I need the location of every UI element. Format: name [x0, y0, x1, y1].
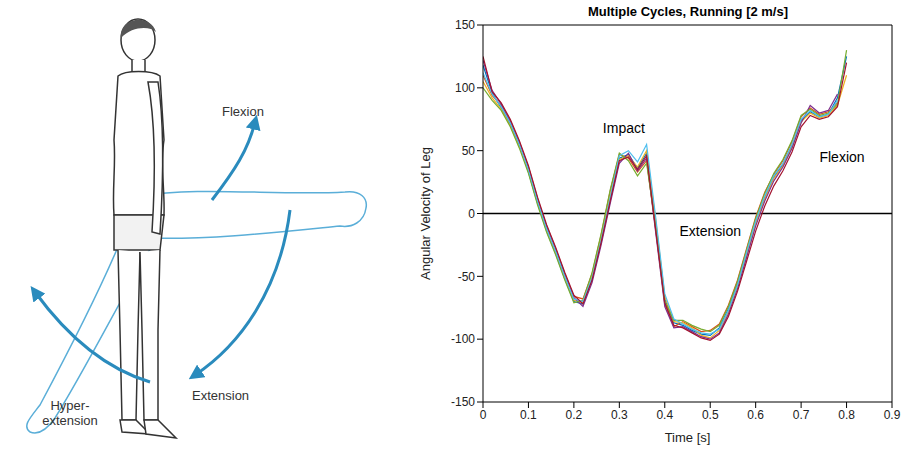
svg-text:0: 0: [480, 408, 487, 422]
svg-text:0.6: 0.6: [747, 408, 764, 422]
svg-text:0.4: 0.4: [656, 408, 673, 422]
svg-text:0.1: 0.1: [520, 408, 537, 422]
svg-text:Impact: Impact: [603, 120, 645, 136]
svg-text:extension: extension: [42, 413, 98, 428]
svg-text:50: 50: [462, 144, 476, 158]
svg-text:-50: -50: [458, 270, 476, 284]
svg-text:-150: -150: [451, 395, 475, 409]
svg-text:0.9: 0.9: [884, 408, 901, 422]
html-text:Multiple Cycles, Running [2 m/: Multiple Cycles, Running [2 m/s]: [588, 4, 788, 19]
svg-text:Extension: Extension: [679, 223, 740, 239]
svg-text:Time [s]: Time [s]: [665, 430, 711, 445]
svg-text:Hyper-: Hyper-: [50, 398, 89, 413]
svg-text:0.8: 0.8: [838, 408, 855, 422]
svg-text:0: 0: [468, 207, 475, 221]
svg-text:0.3: 0.3: [611, 408, 628, 422]
svg-text:100: 100: [455, 81, 475, 95]
svg-text:Extension: Extension: [192, 388, 249, 403]
svg-text:0.7: 0.7: [793, 408, 810, 422]
svg-text:150: 150: [455, 18, 475, 32]
svg-text:-100: -100: [451, 332, 475, 346]
svg-text:0.2: 0.2: [566, 408, 583, 422]
svg-text:Flexion: Flexion: [222, 104, 264, 119]
svg-text:Angular Velocity of Leg: Angular Velocity of Leg: [418, 147, 433, 280]
svg-text:Flexion: Flexion: [819, 149, 864, 165]
svg-text:0.5: 0.5: [702, 408, 719, 422]
